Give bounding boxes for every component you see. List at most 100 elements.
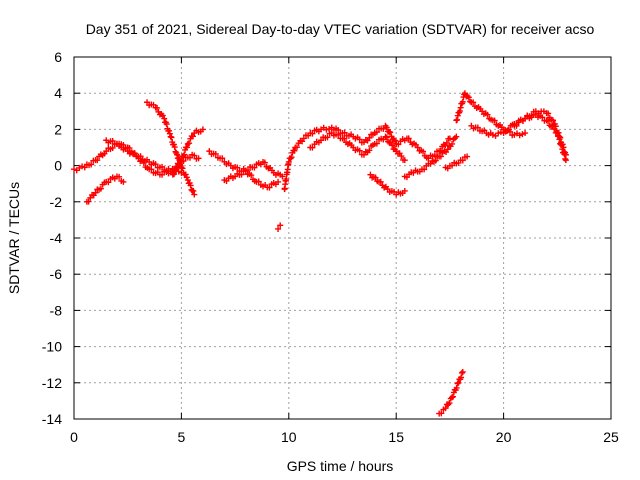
data-point-interp [183,174,190,181]
data-point [562,157,569,164]
data-points [71,90,569,417]
data-point-interp [251,164,258,171]
data-point-interp [432,157,439,164]
data-point-interp [373,129,380,136]
data-point [318,137,325,144]
y-tick-label: -8 [50,302,63,318]
series-arc11 [367,171,408,198]
data-point-interp [309,144,316,151]
data-point-interp [137,153,144,160]
series-arc10 [307,130,408,164]
data-point-interp [266,184,273,191]
data-point-interp [191,152,198,159]
series-arc4 [144,99,198,198]
data-point-interp [255,178,262,185]
series-arc14 [442,153,471,172]
data-point-interp [152,161,159,168]
data-point-interp [116,140,123,147]
data-point-interp [453,384,460,391]
data-point-interp [341,129,348,136]
data-point [522,130,529,137]
data-point-interp [405,135,412,142]
data-point-interp [190,187,197,194]
data-point [459,368,466,375]
data-point-interp [459,98,466,105]
data-point-interp [234,164,241,171]
series-arc18 [511,108,569,158]
data-point-interp [288,154,295,161]
data-point-interp [154,104,161,111]
data-point-interp [559,141,566,148]
data-point [453,133,460,140]
y-tick-label: -12 [42,375,62,391]
data-point-interp [105,179,112,186]
data-point-interp [456,108,463,115]
data-point [279,173,286,180]
data-point-interp [438,410,445,417]
data-point-interp [513,122,520,129]
chart-title: Day 351 of 2021, Sidereal Day-to-day VTE… [86,21,595,37]
axis-ticks: 0 5 10 15 20 25 -14 -12 -10 -8 -6 -4 -2 0 2 4 6 [42,49,619,445]
x-tick-label: 25 [603,429,619,445]
data-point-interp [219,155,226,162]
data-point [522,115,529,122]
data-point [285,158,292,165]
data-point [300,135,307,142]
data-point [446,135,453,142]
data-point-interp [398,153,405,160]
data-point [414,144,421,151]
data-point-interp [470,99,477,106]
data-point-interp [528,112,535,119]
data-point-interp [179,165,186,172]
series-arc9 [281,122,400,193]
series-arc15 [436,368,466,417]
data-point-interp [539,114,546,121]
data-point-interp [454,112,461,119]
data-point-interp [356,136,363,143]
data-point-interp [166,127,173,134]
data-point [81,164,88,171]
data-point [195,155,202,162]
series-arc5 [169,126,206,178]
data-point-interp [560,144,567,151]
data-point-interp [97,185,104,192]
data-point-interp [446,400,453,407]
y-axis-label: SDTVAR / TECUs [6,182,22,294]
data-point [442,405,449,412]
data-point-interp [449,140,456,147]
data-point-interp [392,137,399,144]
data-point-interp [383,124,390,131]
data-point-interp [261,159,268,166]
data-point-interp [484,111,491,118]
data-point-interp [555,129,562,136]
data-point-interp [159,171,166,178]
data-point [464,153,471,160]
data-point-interp [373,140,380,147]
data-point-interp [238,171,245,178]
data-point-interp [454,116,461,123]
data-point-interp [454,380,461,387]
grid-lines [74,57,611,419]
data-point-interp [552,123,559,130]
data-point-interp [356,147,363,154]
data-point-interp [186,140,193,147]
data-point-interp [395,141,402,148]
data-point-interp [212,150,219,157]
series-arc13 [401,133,460,181]
y-tick-label: 2 [54,121,62,137]
data-point-interp [94,157,101,164]
data-point [120,178,127,185]
data-point-interp [159,163,166,170]
data-point-interp [366,147,373,154]
data-point-interp [545,110,552,117]
data-point-interp [341,135,348,142]
data-point-interp [380,125,387,132]
y-tick-label: -6 [50,266,63,282]
data-point [199,126,206,133]
data-point-interp [131,150,138,157]
data-point-interp [187,182,194,189]
data-point-interp [387,129,394,136]
data-point-interp [293,144,300,151]
data-point-interp [177,158,184,165]
data-point-interp [562,155,569,162]
